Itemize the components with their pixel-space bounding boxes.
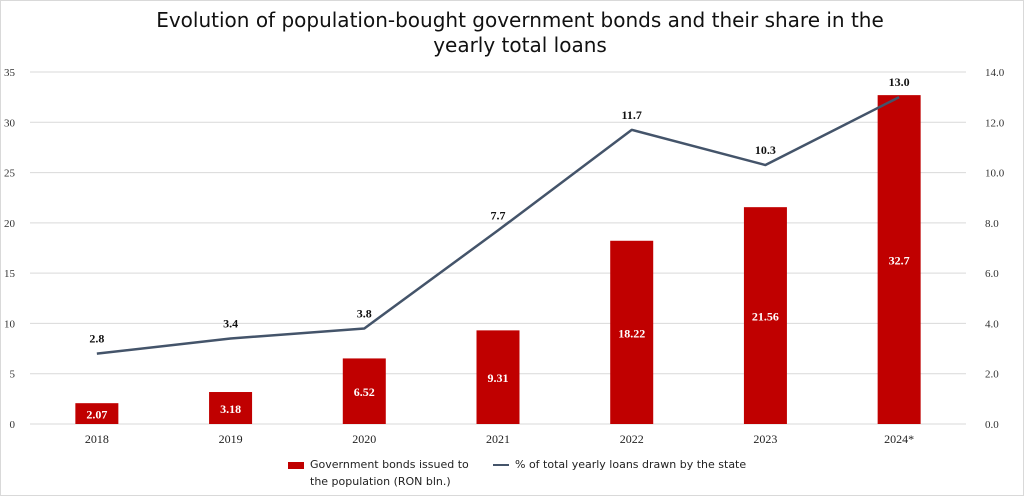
bar xyxy=(476,330,520,424)
y-left-tick-label: 20 xyxy=(4,218,16,230)
y-right-tick-label: 4.0 xyxy=(985,318,999,330)
y-left-tick-label: 25 xyxy=(4,168,16,180)
bar xyxy=(342,358,386,424)
line-data-label: 11.7 xyxy=(622,108,642,122)
x-tick-label: 2019 xyxy=(219,432,243,446)
y-right-tick-label: 8.0 xyxy=(985,218,999,230)
legend-label-bonds-line1: Government bonds issued to xyxy=(310,458,469,471)
bar-data-label: 21.56 xyxy=(752,310,779,324)
bar xyxy=(743,207,787,424)
y-left-tick-label: 35 xyxy=(4,67,16,79)
legend-label-share: % of total yearly loans drawn by the sta… xyxy=(515,458,747,471)
legend-swatch-line xyxy=(493,464,509,466)
line-data-label: 3.8 xyxy=(357,306,372,320)
legend-item-bonds: Government bonds issued to the populatio… xyxy=(288,458,469,488)
x-tick-label: 2018 xyxy=(85,432,109,446)
y-right-tick-label: 14.0 xyxy=(985,67,1005,79)
line-data-label: 2.8 xyxy=(89,332,104,346)
y-right-tick-label: 6.0 xyxy=(985,268,999,280)
x-tick-label: 2023 xyxy=(753,432,777,446)
line-data-label: 13.0 xyxy=(889,75,910,89)
x-tick-label: 2020 xyxy=(352,432,376,446)
legend-swatch-bar xyxy=(288,462,304,469)
chart-title: Evolution of population-bought governmen… xyxy=(156,8,884,57)
x-tick-label: 2021 xyxy=(486,432,510,446)
bar xyxy=(209,392,253,424)
y-left-tick-label: 30 xyxy=(4,117,16,129)
bar-data-label: 32.7 xyxy=(889,254,910,268)
y-left-tick-label: 5 xyxy=(10,369,16,381)
bar xyxy=(75,403,119,424)
bar-data-label: 6.52 xyxy=(354,385,375,399)
line-data-label: 10.3 xyxy=(755,143,776,157)
y-left-tick-label: 15 xyxy=(4,268,16,280)
x-tick-label: 2024* xyxy=(884,432,914,446)
legend-item-share: % of total yearly loans drawn by the sta… xyxy=(493,458,746,471)
legend-label-bonds-line2: the population (RON bln.) xyxy=(310,475,451,488)
y-left-tick-label: 10 xyxy=(4,318,16,330)
bar xyxy=(610,240,654,424)
bar-data-label: 3.18 xyxy=(220,402,241,416)
x-tick-label: 2022 xyxy=(620,432,644,446)
bar-data-label: 9.31 xyxy=(488,371,509,385)
y-right-tick-label: 0.0 xyxy=(985,419,999,431)
y-right-tick-label: 10.0 xyxy=(985,168,1005,180)
series-line-share xyxy=(96,96,900,355)
bar-data-label: 18.22 xyxy=(618,326,645,340)
y-right-tick-label: 12.0 xyxy=(985,117,1005,129)
line-data-label: 7.7 xyxy=(491,208,506,222)
y-right-tick-label: 2.0 xyxy=(985,369,999,381)
bar-data-label: 2.07 xyxy=(86,408,107,422)
line-data-label: 3.4 xyxy=(223,317,238,331)
y-left-tick-label: 0 xyxy=(10,419,16,431)
bar xyxy=(877,95,921,424)
